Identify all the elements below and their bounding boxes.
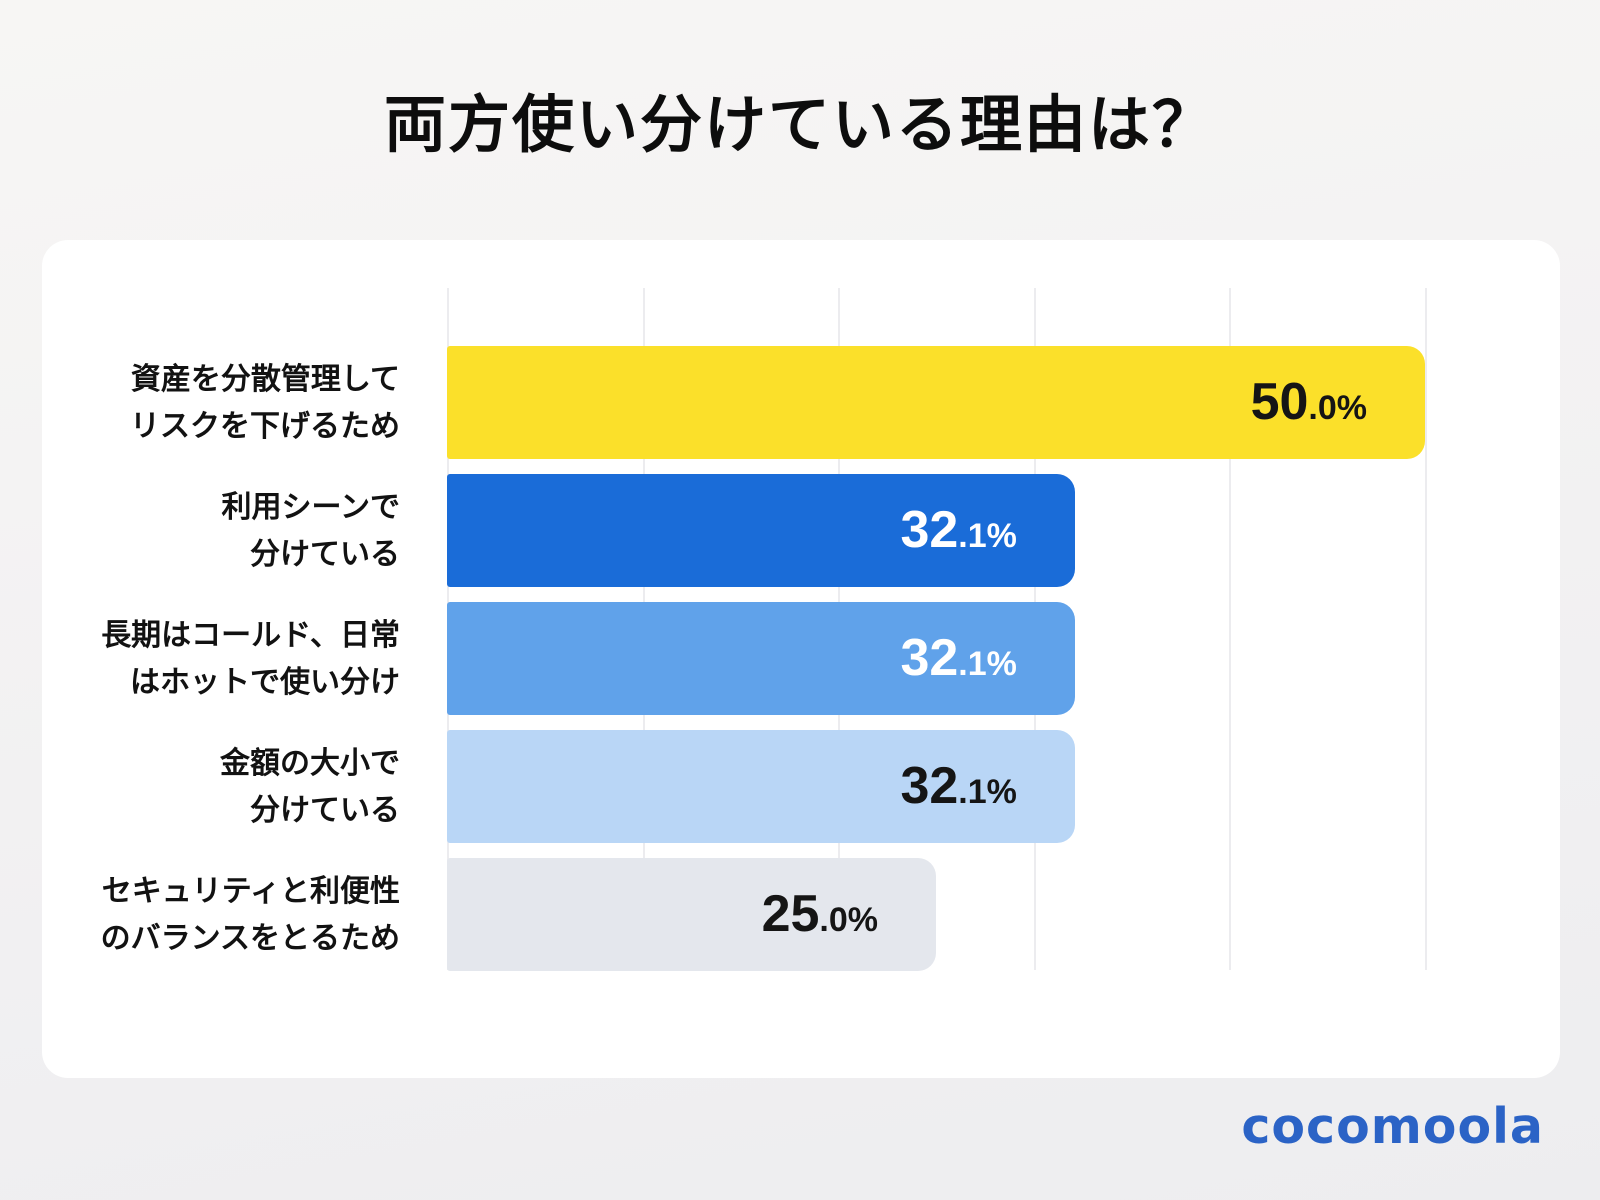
cocomoola-logo: cocomoola [1241, 1098, 1544, 1155]
bar-value-main: 32 [900, 756, 959, 815]
bar-category-label: セキュリティと利便性 のバランスをとるため [100, 874, 400, 955]
bar: 25.0% [447, 858, 936, 971]
bar-row: 金額の大小で 分けている 32.1% [42, 730, 1560, 843]
bar-category-label: 長期はコールド、日常 はホットで使い分け [101, 618, 400, 699]
bar-value-label: 25.0% [762, 883, 878, 943]
bar-value-sub: .1% [958, 772, 1017, 811]
bar-value-label: 50.0% [1251, 371, 1367, 431]
bar: 50.0% [447, 346, 1425, 459]
gridline [1229, 288, 1232, 970]
gridline [1425, 288, 1427, 970]
bar-value-sub: .0% [819, 900, 878, 939]
bar-value-label: 32.1% [900, 499, 1016, 559]
bar-value-label: 32.1% [900, 755, 1016, 815]
bar: 32.1% [447, 730, 1075, 843]
bar-category-label: 金額の大小で 分けている [220, 746, 400, 827]
bar-row: セキュリティと利便性 のバランスをとるため 25.0% [42, 858, 1560, 971]
bar-value-sub: .1% [958, 516, 1017, 555]
bar: 32.1% [447, 474, 1075, 587]
bar-value-main: 50 [1250, 372, 1309, 431]
bar-category-label: 利用シーンで 分けている [221, 490, 401, 571]
bar-category-label: 資産を分散管理して リスクを下げるため [130, 362, 400, 443]
chart-card: 資産を分散管理して リスクを下げるため 50.0% 利用シーンで 分けている 3… [42, 240, 1560, 1078]
bar-row: 利用シーンで 分けている 32.1% [42, 474, 1560, 587]
bar-row: 資産を分散管理して リスクを下げるため 50.0% [42, 346, 1560, 459]
bar-row: 長期はコールド、日常 はホットで使い分け 32.1% [42, 602, 1560, 715]
bar-value-main: 32 [900, 500, 959, 559]
bar-value-label: 32.1% [900, 627, 1016, 687]
bar-value-main: 25 [761, 884, 820, 943]
bar-value-main: 32 [900, 628, 959, 687]
bar-value-sub: .1% [958, 644, 1017, 683]
page-title: 両方使い分けている理由は？ [383, 91, 1216, 160]
bar: 32.1% [447, 602, 1075, 715]
bar-value-sub: .0% [1308, 388, 1367, 427]
